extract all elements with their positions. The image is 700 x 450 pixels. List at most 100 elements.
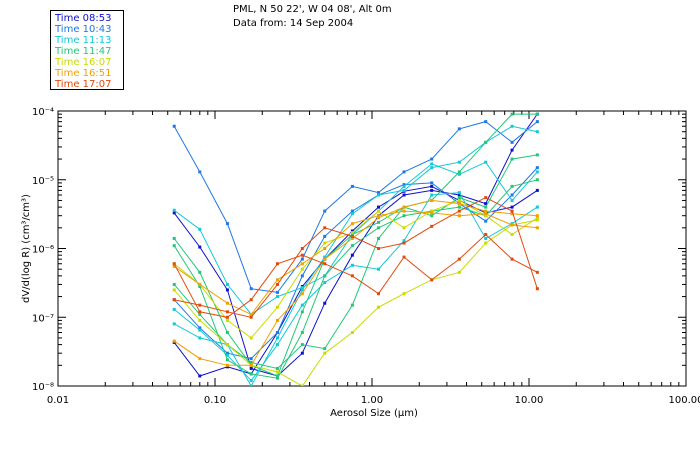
data-point bbox=[225, 351, 229, 355]
data-point bbox=[300, 257, 304, 261]
data-point bbox=[275, 278, 279, 282]
plot-frame bbox=[57, 110, 687, 387]
data-point bbox=[249, 287, 253, 291]
data-point bbox=[430, 166, 434, 170]
data-point bbox=[172, 288, 176, 292]
legend-item: Time 08:53 bbox=[55, 13, 112, 24]
data-point bbox=[376, 220, 380, 224]
data-point bbox=[402, 193, 406, 197]
data-point bbox=[225, 358, 229, 362]
data-point bbox=[225, 353, 229, 357]
data-point bbox=[350, 232, 354, 236]
y-tick-label: 10⁻⁸ bbox=[32, 382, 54, 393]
legend-item: Time 16:51 bbox=[55, 68, 112, 79]
data-point bbox=[535, 270, 539, 274]
data-point bbox=[198, 328, 202, 332]
data-point bbox=[376, 216, 380, 220]
data-point bbox=[535, 178, 539, 182]
data-point bbox=[510, 205, 514, 209]
data-point bbox=[300, 286, 304, 290]
data-point bbox=[376, 292, 380, 296]
x-tick-label: 0.10 bbox=[204, 395, 226, 406]
data-point bbox=[249, 360, 253, 364]
data-point bbox=[225, 315, 229, 319]
data-point bbox=[457, 196, 461, 200]
data-point bbox=[172, 282, 176, 286]
y-tick-label: 10⁻⁵ bbox=[32, 176, 54, 187]
data-point bbox=[323, 241, 327, 245]
data-point bbox=[323, 262, 327, 266]
data-point bbox=[275, 318, 279, 322]
data-point bbox=[172, 322, 176, 326]
data-point bbox=[350, 184, 354, 188]
data-point bbox=[323, 209, 327, 213]
data-point bbox=[457, 198, 461, 202]
data-point bbox=[510, 124, 514, 128]
data-point bbox=[275, 295, 279, 299]
data-point bbox=[430, 184, 434, 188]
data-point bbox=[430, 188, 434, 192]
data-point bbox=[376, 247, 380, 250]
data-point bbox=[198, 227, 202, 231]
data-point bbox=[275, 343, 279, 347]
data-point bbox=[275, 336, 279, 340]
data-point bbox=[535, 130, 539, 134]
data-point bbox=[300, 351, 304, 355]
data-point bbox=[275, 282, 279, 286]
data-point bbox=[323, 274, 327, 278]
data-point bbox=[350, 274, 354, 278]
data-point bbox=[484, 209, 488, 213]
x-axis-label: Aerosol Size (μm) bbox=[330, 408, 418, 419]
data-point bbox=[350, 222, 354, 226]
data-point bbox=[198, 303, 202, 307]
data-point bbox=[402, 188, 406, 192]
data-point bbox=[172, 211, 176, 215]
data-point bbox=[198, 326, 202, 330]
data-point bbox=[376, 193, 380, 197]
data-point bbox=[484, 219, 488, 223]
data-point bbox=[535, 166, 539, 170]
data-point bbox=[376, 226, 380, 230]
data-point bbox=[350, 212, 354, 216]
data-point bbox=[249, 298, 253, 302]
data-point bbox=[430, 278, 434, 282]
data-point bbox=[300, 343, 304, 347]
data-point bbox=[510, 257, 514, 261]
chart-title-location: PML, N 50 22', W 04 08', Alt 0m bbox=[233, 4, 392, 15]
data-point bbox=[457, 202, 461, 206]
data-point bbox=[430, 198, 434, 202]
data-point bbox=[172, 244, 176, 248]
data-point bbox=[510, 223, 514, 227]
legend-item: Time 11:13 bbox=[55, 35, 112, 46]
data-point bbox=[225, 282, 229, 286]
data-point bbox=[275, 374, 279, 378]
data-point bbox=[457, 191, 461, 195]
data-point bbox=[535, 120, 539, 124]
data-point bbox=[323, 247, 327, 250]
data-point bbox=[402, 209, 406, 213]
data-point bbox=[323, 301, 327, 305]
data-point bbox=[457, 160, 461, 164]
data-point bbox=[350, 209, 354, 213]
data-point bbox=[198, 374, 202, 378]
data-point bbox=[484, 236, 488, 240]
data-point bbox=[172, 262, 176, 266]
data-point bbox=[172, 307, 176, 311]
data-point bbox=[402, 241, 406, 245]
data-point bbox=[457, 214, 461, 218]
data-point bbox=[323, 226, 327, 230]
data-point bbox=[249, 363, 253, 367]
data-point bbox=[249, 357, 253, 361]
data-point bbox=[172, 339, 176, 343]
data-point bbox=[198, 285, 202, 289]
data-point bbox=[225, 365, 229, 369]
data-point bbox=[198, 282, 202, 286]
data-point bbox=[225, 318, 229, 322]
data-point bbox=[457, 170, 461, 174]
data-point bbox=[225, 288, 229, 292]
data-point bbox=[300, 331, 304, 335]
data-point bbox=[350, 263, 354, 267]
data-point bbox=[300, 310, 304, 314]
data-point bbox=[457, 172, 461, 176]
data-point bbox=[376, 191, 380, 195]
